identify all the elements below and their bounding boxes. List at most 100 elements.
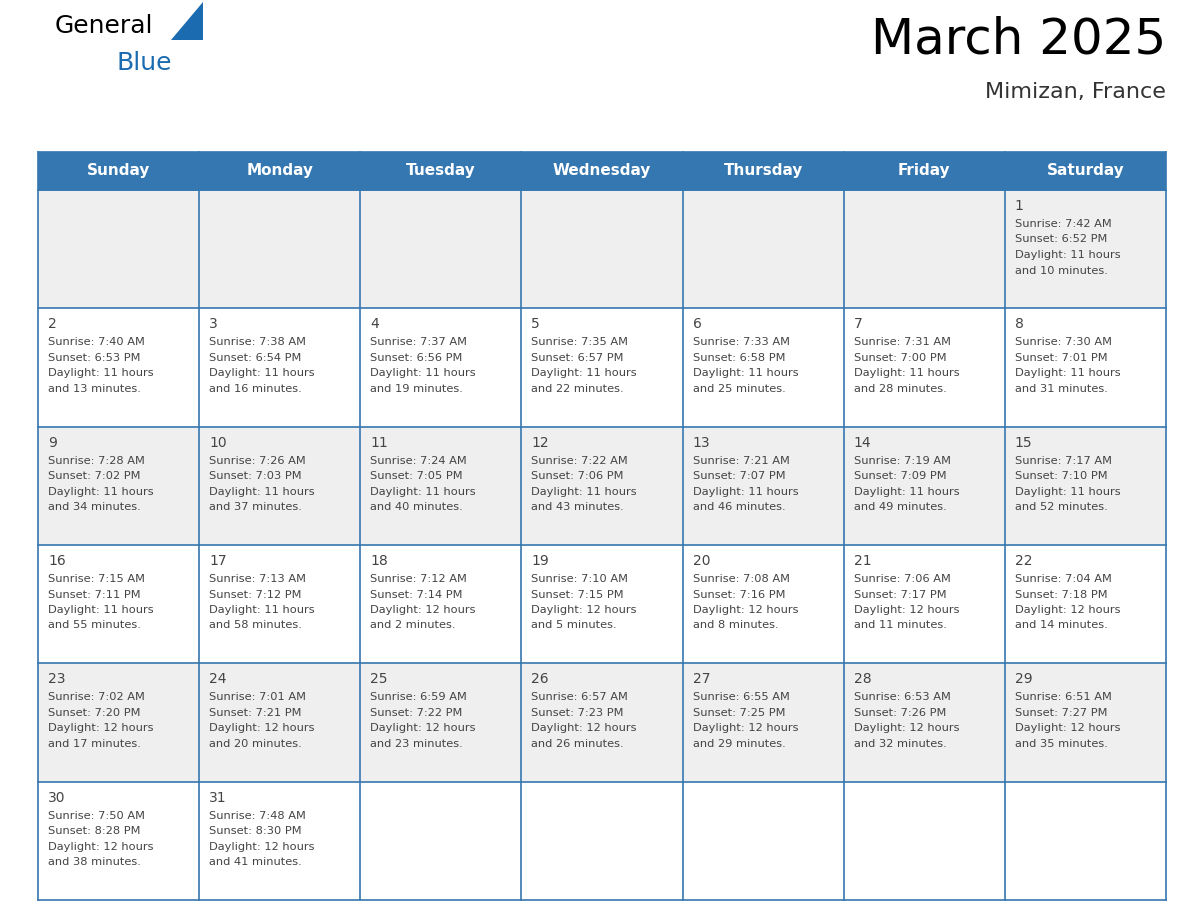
Text: Sunset: 7:15 PM: Sunset: 7:15 PM: [531, 589, 624, 599]
Text: Sunrise: 7:15 AM: Sunrise: 7:15 AM: [48, 574, 145, 584]
Text: and 2 minutes.: and 2 minutes.: [371, 621, 456, 631]
Text: and 23 minutes.: and 23 minutes.: [371, 739, 463, 749]
Text: Sunset: 6:57 PM: Sunset: 6:57 PM: [531, 353, 624, 363]
Text: and 26 minutes.: and 26 minutes.: [531, 739, 624, 749]
Bar: [522, 190, 683, 308]
Bar: [200, 427, 360, 545]
Text: Daylight: 12 hours: Daylight: 12 hours: [48, 723, 153, 733]
Text: Friday: Friday: [898, 163, 950, 178]
Text: Sunset: 7:25 PM: Sunset: 7:25 PM: [693, 708, 785, 718]
Text: Daylight: 11 hours: Daylight: 11 hours: [48, 605, 153, 615]
Text: 21: 21: [854, 554, 871, 568]
Text: Sunset: 6:53 PM: Sunset: 6:53 PM: [48, 353, 140, 363]
Text: and 14 minutes.: and 14 minutes.: [1015, 621, 1107, 631]
Text: Sunset: 6:52 PM: Sunset: 6:52 PM: [1015, 234, 1107, 244]
Text: Sunset: 7:17 PM: Sunset: 7:17 PM: [854, 589, 947, 599]
Text: Daylight: 11 hours: Daylight: 11 hours: [1015, 368, 1120, 378]
Text: Daylight: 12 hours: Daylight: 12 hours: [209, 842, 315, 852]
Text: and 34 minutes.: and 34 minutes.: [48, 502, 140, 512]
Bar: [360, 190, 522, 308]
Text: and 35 minutes.: and 35 minutes.: [1015, 739, 1107, 749]
Text: and 32 minutes.: and 32 minutes.: [854, 739, 947, 749]
Text: Daylight: 11 hours: Daylight: 11 hours: [209, 487, 315, 497]
Text: Daylight: 12 hours: Daylight: 12 hours: [371, 605, 475, 615]
Text: Sunrise: 6:57 AM: Sunrise: 6:57 AM: [531, 692, 628, 702]
Text: Sunrise: 7:19 AM: Sunrise: 7:19 AM: [854, 455, 950, 465]
Bar: [360, 664, 522, 781]
Text: 31: 31: [209, 790, 227, 805]
Bar: [200, 545, 360, 664]
Text: and 52 minutes.: and 52 minutes.: [1015, 502, 1107, 512]
Text: Sunrise: 7:12 AM: Sunrise: 7:12 AM: [371, 574, 467, 584]
Text: and 19 minutes.: and 19 minutes.: [371, 384, 463, 394]
Text: Daylight: 12 hours: Daylight: 12 hours: [693, 605, 798, 615]
Text: 14: 14: [854, 436, 871, 450]
Text: and 10 minutes.: and 10 minutes.: [1015, 265, 1107, 275]
Text: Sunrise: 7:38 AM: Sunrise: 7:38 AM: [209, 337, 307, 347]
Text: and 43 minutes.: and 43 minutes.: [531, 502, 624, 512]
Text: Sunset: 7:21 PM: Sunset: 7:21 PM: [209, 708, 302, 718]
Text: Wednesday: Wednesday: [552, 163, 651, 178]
Text: 10: 10: [209, 436, 227, 450]
Text: Sunrise: 7:04 AM: Sunrise: 7:04 AM: [1015, 574, 1112, 584]
Text: Sunset: 6:54 PM: Sunset: 6:54 PM: [209, 353, 302, 363]
Bar: [1005, 308, 1165, 427]
Bar: [683, 781, 843, 900]
Text: Sunset: 7:22 PM: Sunset: 7:22 PM: [371, 708, 462, 718]
Bar: [1005, 545, 1165, 664]
Text: Sunset: 7:18 PM: Sunset: 7:18 PM: [1015, 589, 1107, 599]
Text: Tuesday: Tuesday: [406, 163, 475, 178]
Bar: [38, 427, 200, 545]
Text: Sunset: 7:06 PM: Sunset: 7:06 PM: [531, 471, 624, 481]
Text: Daylight: 12 hours: Daylight: 12 hours: [1015, 723, 1120, 733]
Text: Daylight: 11 hours: Daylight: 11 hours: [1015, 250, 1120, 260]
Text: 30: 30: [48, 790, 65, 805]
Text: Daylight: 11 hours: Daylight: 11 hours: [209, 605, 315, 615]
Text: Sunrise: 7:31 AM: Sunrise: 7:31 AM: [854, 337, 950, 347]
Text: Sunset: 7:02 PM: Sunset: 7:02 PM: [48, 471, 140, 481]
Bar: [1005, 781, 1165, 900]
Text: Daylight: 12 hours: Daylight: 12 hours: [209, 723, 315, 733]
Text: Sunrise: 6:53 AM: Sunrise: 6:53 AM: [854, 692, 950, 702]
Text: Daylight: 12 hours: Daylight: 12 hours: [531, 723, 637, 733]
Text: Sunrise: 7:30 AM: Sunrise: 7:30 AM: [1015, 337, 1112, 347]
Bar: [843, 664, 1005, 781]
Text: and 29 minutes.: and 29 minutes.: [693, 739, 785, 749]
Text: 17: 17: [209, 554, 227, 568]
Text: 25: 25: [371, 672, 387, 687]
Text: Sunrise: 7:06 AM: Sunrise: 7:06 AM: [854, 574, 950, 584]
Bar: [1005, 427, 1165, 545]
Text: 29: 29: [1015, 672, 1032, 687]
Text: Daylight: 11 hours: Daylight: 11 hours: [531, 368, 637, 378]
Text: Sunrise: 7:17 AM: Sunrise: 7:17 AM: [1015, 455, 1112, 465]
Text: Sunset: 7:26 PM: Sunset: 7:26 PM: [854, 708, 946, 718]
Text: Sunrise: 7:01 AM: Sunrise: 7:01 AM: [209, 692, 307, 702]
Text: Sunrise: 7:08 AM: Sunrise: 7:08 AM: [693, 574, 790, 584]
Text: Sunset: 7:20 PM: Sunset: 7:20 PM: [48, 708, 140, 718]
Text: and 37 minutes.: and 37 minutes.: [209, 502, 302, 512]
Text: and 49 minutes.: and 49 minutes.: [854, 502, 947, 512]
Text: Sunday: Sunday: [87, 163, 150, 178]
Text: 3: 3: [209, 318, 217, 331]
Text: Sunset: 6:56 PM: Sunset: 6:56 PM: [371, 353, 462, 363]
Text: 11: 11: [371, 436, 388, 450]
Text: Sunset: 7:01 PM: Sunset: 7:01 PM: [1015, 353, 1107, 363]
Text: 27: 27: [693, 672, 710, 687]
Bar: [38, 308, 200, 427]
Text: Daylight: 11 hours: Daylight: 11 hours: [693, 368, 798, 378]
Text: March 2025: March 2025: [871, 16, 1165, 64]
Text: 4: 4: [371, 318, 379, 331]
Text: Sunrise: 7:24 AM: Sunrise: 7:24 AM: [371, 455, 467, 465]
Bar: [522, 545, 683, 664]
Bar: [843, 308, 1005, 427]
Text: 23: 23: [48, 672, 65, 687]
Bar: [683, 664, 843, 781]
Text: Daylight: 11 hours: Daylight: 11 hours: [1015, 487, 1120, 497]
Text: Daylight: 11 hours: Daylight: 11 hours: [854, 368, 960, 378]
Text: Daylight: 11 hours: Daylight: 11 hours: [48, 487, 153, 497]
Bar: [360, 781, 522, 900]
Text: 13: 13: [693, 436, 710, 450]
Bar: [200, 664, 360, 781]
Text: Sunrise: 7:35 AM: Sunrise: 7:35 AM: [531, 337, 628, 347]
Text: and 58 minutes.: and 58 minutes.: [209, 621, 302, 631]
